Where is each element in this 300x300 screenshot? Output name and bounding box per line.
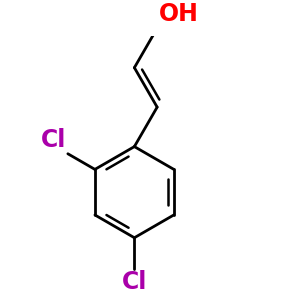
Text: Cl: Cl	[41, 128, 67, 152]
Text: Cl: Cl	[122, 270, 147, 294]
Text: OH: OH	[158, 2, 198, 26]
